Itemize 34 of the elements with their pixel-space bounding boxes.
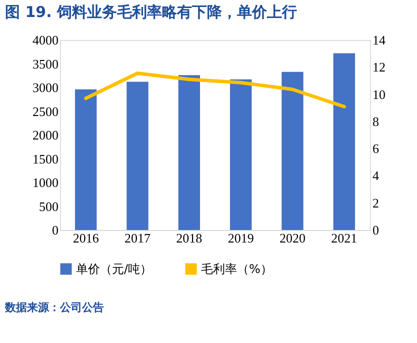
legend-label: 单价（元/吨）: [76, 262, 152, 276]
y-tick-label: 3000: [32, 80, 58, 95]
y-tick-label: 0: [52, 222, 58, 238]
y2-tick-label: 10: [372, 86, 386, 102]
source-note: 数据来源：公司公告: [4, 301, 104, 314]
chart-title: 图 19. 饲料业务毛利率略有下降，单价上行: [5, 3, 298, 21]
y-tick-label: 2000: [32, 128, 58, 142]
x-tick-label: 2017: [124, 230, 151, 246]
bar: [126, 82, 148, 230]
y2-tick-label: 6: [372, 141, 380, 156]
bar: [282, 72, 304, 230]
y2-tick-label: 8: [372, 114, 379, 129]
y2-tick-label: 0: [372, 222, 379, 238]
y-tick-label: 4000: [32, 32, 58, 48]
legend-label: 毛利率（%）: [201, 262, 272, 276]
line-series: [84, 72, 346, 108]
x-tick-label: 2016: [72, 230, 100, 246]
x-tick-label: 2020: [280, 230, 306, 246]
bar: [333, 53, 356, 230]
y2-tick-label: 2: [372, 195, 379, 210]
x-tick-label: 2018: [176, 230, 202, 246]
x-tick-label: 2021: [331, 230, 358, 246]
y-tick-label: 1000: [32, 175, 58, 190]
y-tick-label: 500: [39, 198, 58, 214]
x-tick-label: 2019: [228, 230, 254, 246]
y-tick-label: 2500: [32, 104, 58, 119]
y-tick-label: 3500: [32, 56, 58, 72]
y2-tick-label: 12: [372, 60, 386, 75]
bar: [178, 75, 200, 230]
y2-tick-label: 14: [372, 32, 386, 48]
y2-tick-label: 4: [372, 168, 380, 184]
y-tick-label: 1500: [32, 151, 58, 166]
bar: [230, 79, 252, 230]
bar: [74, 89, 97, 230]
